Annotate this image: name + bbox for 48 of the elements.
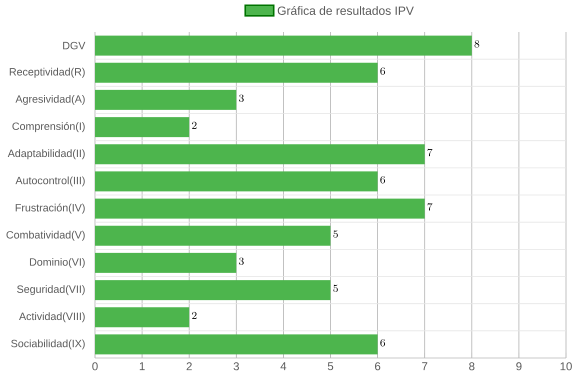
y-tick-label: Receptividad(R) (10, 68, 85, 78)
bar (95, 171, 378, 192)
y-tick-label: Combatividad(V) (6, 230, 85, 241)
legend-label: Gráfica de resultados IPV (278, 6, 414, 15)
y-tick-label: Adaptabilidad(II) (8, 149, 85, 160)
y-tick-label: Frustración(IV) (16, 204, 85, 214)
bar (95, 252, 236, 273)
y-tick-label: Seguridad(VII) (17, 285, 85, 296)
bar (95, 36, 472, 56)
x-tick-label: 1 (140, 362, 145, 370)
y-tick-label: Autocontrol(III) (15, 176, 85, 186)
bar (95, 334, 378, 354)
bar (95, 117, 190, 138)
bar (95, 62, 378, 83)
bar (95, 198, 425, 219)
y-tick-label: Dominio(VI) (30, 258, 85, 268)
data-label: 3 (239, 258, 244, 265)
bar (95, 144, 425, 164)
data-label: 2 (192, 312, 197, 319)
data-label: 5 (333, 230, 338, 238)
data-label: 6 (380, 67, 386, 75)
y-tick-label: Comprensión(I) (12, 122, 85, 132)
data-label: 8 (474, 40, 480, 48)
data-label: 5 (333, 284, 338, 292)
bar (95, 90, 236, 110)
x-tick-label: 0 (92, 362, 98, 370)
y-tick-label: DGV (63, 42, 86, 50)
x-tick-label: 3 (234, 362, 239, 370)
x-tick-label: 6 (375, 362, 380, 370)
data-label: 6 (380, 176, 386, 184)
x-tick-label: 10 (560, 362, 572, 370)
x-tick-label: 9 (516, 362, 522, 370)
x-tick-label: 4 (280, 362, 286, 370)
y-tick-label: Sociabilidad(IX) (11, 339, 85, 350)
y-tick-label: Agresividad(A) (15, 94, 85, 105)
x-tick-label: 7 (422, 362, 428, 370)
y-tick-label: Actividad(VIII) (19, 312, 85, 322)
data-label: 3 (239, 94, 244, 102)
x-tick-label: 8 (469, 362, 474, 370)
data-label: 6 (380, 339, 386, 346)
data-label: 7 (428, 203, 432, 211)
data-label: 7 (428, 148, 432, 156)
bar (95, 280, 330, 300)
bar (95, 307, 190, 328)
x-tick-label: 5 (328, 362, 334, 370)
x-tick-label: 2 (186, 362, 192, 370)
data-label: 2 (192, 122, 197, 129)
bar (95, 226, 330, 246)
